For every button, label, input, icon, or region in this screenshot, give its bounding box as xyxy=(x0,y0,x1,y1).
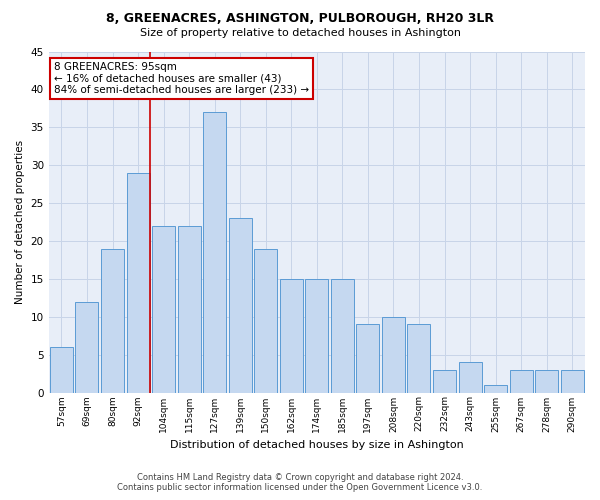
Bar xyxy=(101,248,124,392)
Bar xyxy=(382,316,405,392)
Bar xyxy=(229,218,252,392)
Bar xyxy=(561,370,584,392)
Bar xyxy=(331,279,354,392)
Bar xyxy=(305,279,328,392)
X-axis label: Distribution of detached houses by size in Ashington: Distribution of detached houses by size … xyxy=(170,440,464,450)
Text: Size of property relative to detached houses in Ashington: Size of property relative to detached ho… xyxy=(139,28,461,38)
Text: 8, GREENACRES, ASHINGTON, PULBOROUGH, RH20 3LR: 8, GREENACRES, ASHINGTON, PULBOROUGH, RH… xyxy=(106,12,494,26)
Bar xyxy=(178,226,200,392)
Bar xyxy=(254,248,277,392)
Bar xyxy=(203,112,226,392)
Bar xyxy=(152,226,175,392)
Text: 8 GREENACRES: 95sqm
← 16% of detached houses are smaller (43)
84% of semi-detach: 8 GREENACRES: 95sqm ← 16% of detached ho… xyxy=(54,62,309,95)
Bar xyxy=(50,347,73,393)
Bar xyxy=(280,279,303,392)
Bar xyxy=(127,172,149,392)
Bar xyxy=(407,324,430,392)
Bar xyxy=(433,370,456,392)
Bar xyxy=(356,324,379,392)
Bar xyxy=(458,362,482,392)
Text: Contains HM Land Registry data © Crown copyright and database right 2024.
Contai: Contains HM Land Registry data © Crown c… xyxy=(118,473,482,492)
Bar xyxy=(509,370,533,392)
Bar xyxy=(76,302,98,392)
Y-axis label: Number of detached properties: Number of detached properties xyxy=(15,140,25,304)
Bar xyxy=(535,370,558,392)
Bar xyxy=(484,385,507,392)
